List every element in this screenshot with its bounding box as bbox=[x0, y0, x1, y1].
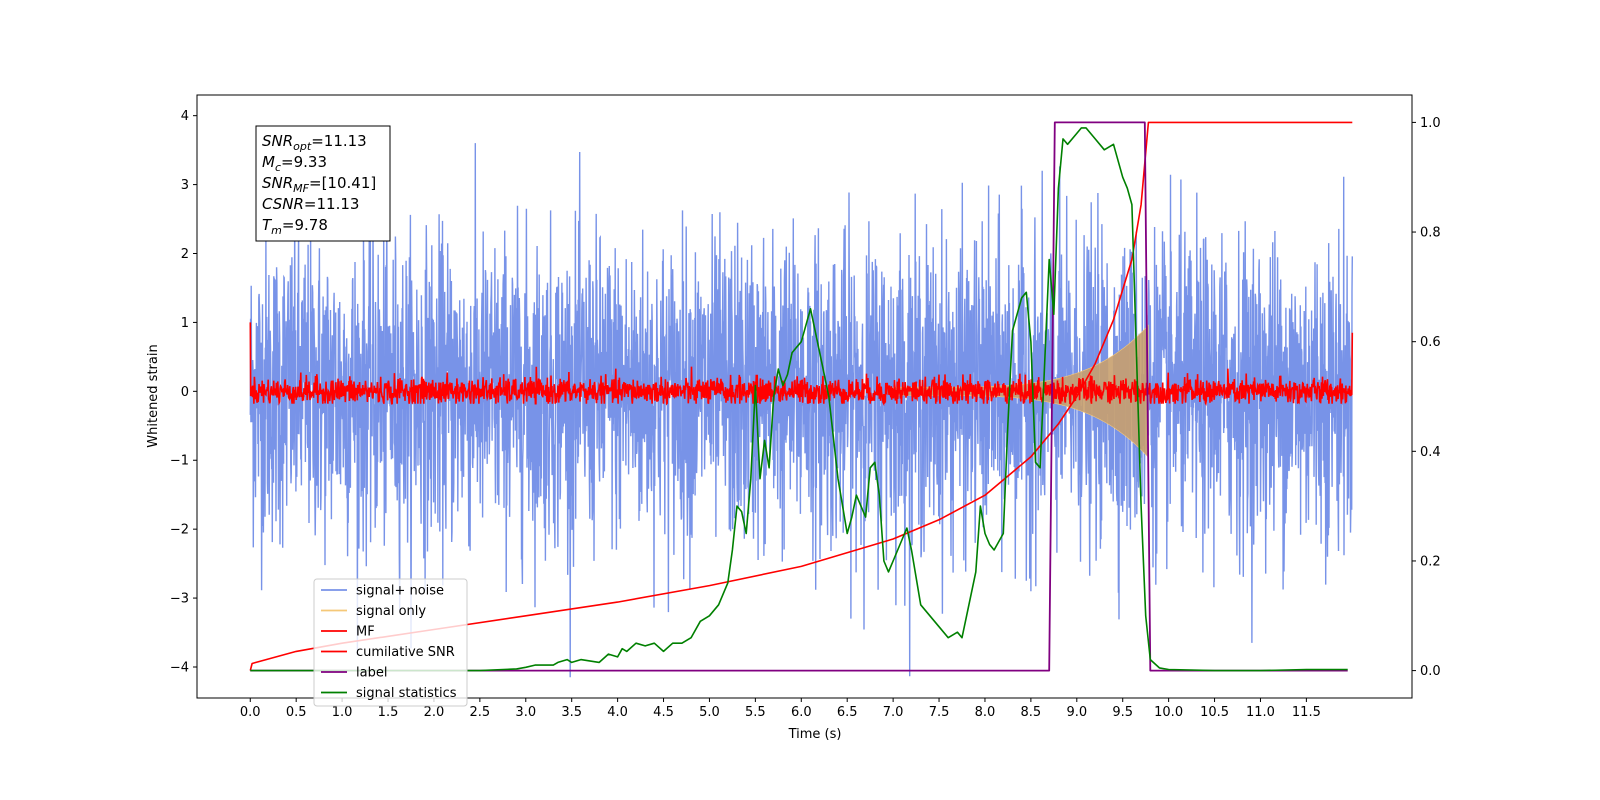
y-left-tick-label: −2 bbox=[170, 523, 189, 538]
y-right-tick-label: 0.8 bbox=[1420, 226, 1441, 241]
y-right-tick-label: 0.2 bbox=[1420, 554, 1441, 569]
signal-statistics-series bbox=[250, 127, 1348, 672]
info-csnr: CSNR=11.13 bbox=[262, 195, 359, 213]
x-tick-label: 9.5 bbox=[1112, 705, 1133, 720]
info-box-frame bbox=[255, 125, 391, 242]
plot-frame bbox=[196, 94, 1413, 699]
legend-label: cumilative SNR bbox=[356, 645, 455, 660]
legend-label: label bbox=[356, 666, 387, 681]
x-tick-label: 7.5 bbox=[929, 705, 950, 720]
x-axis-label: Time (s) bbox=[788, 727, 842, 742]
y-axis-label: Whitened strain bbox=[146, 344, 161, 447]
x-tick-label: 2.0 bbox=[424, 705, 445, 720]
legend-label: MF bbox=[356, 625, 375, 640]
y-right-tick-label: 1.0 bbox=[1420, 116, 1441, 131]
y-left-tick-label: −4 bbox=[170, 660, 189, 675]
info-tm: Tm=9.78 bbox=[262, 216, 328, 237]
y-right-axis-ticks: 1.0 0.8 0.6 0.4 0.2 0.0 bbox=[1412, 116, 1441, 679]
y-right-tick-label: 0.4 bbox=[1420, 445, 1441, 460]
x-tick-label: 2.5 bbox=[470, 705, 491, 720]
y-left-tick-label: 3 bbox=[181, 178, 189, 193]
x-tick-label: 8.5 bbox=[1021, 705, 1042, 720]
x-tick-label: 6.5 bbox=[837, 705, 858, 720]
y-left-tick-label: 2 bbox=[181, 247, 189, 262]
info-snr-opt: SNRopt=11.13 bbox=[262, 132, 367, 153]
legend-label: signal statistics bbox=[356, 686, 457, 701]
x-tick-label: 11.0 bbox=[1246, 705, 1275, 720]
x-axis-ticks: 0.0 0.5 1.0 1.5 2.0 2.5 3.0 3.5 4.0 4.5 5.0 5.5 6.0 6… bbox=[240, 698, 1321, 720]
legend-label: signal+ noise bbox=[356, 584, 444, 599]
x-tick-label: 10.5 bbox=[1200, 705, 1229, 720]
x-tick-label: 4.0 bbox=[607, 705, 628, 720]
y-left-tick-label: 1 bbox=[181, 316, 189, 331]
x-tick-label: 8.0 bbox=[975, 705, 996, 720]
x-tick-label: 3.5 bbox=[561, 705, 582, 720]
y-left-tick-label: 4 bbox=[181, 109, 189, 124]
x-tick-label: 10.0 bbox=[1154, 705, 1183, 720]
info-box: SNRopt=11.13Mc=9.33SNRMF=[10.41]CSNR=11.… bbox=[255, 125, 391, 242]
x-tick-label: 0.5 bbox=[286, 705, 307, 720]
mf-series bbox=[249, 322, 1354, 407]
legend-label: signal only bbox=[356, 604, 426, 619]
x-tick-label: 0.0 bbox=[240, 705, 261, 720]
signal-noise-line bbox=[249, 143, 1353, 678]
x-tick-label: 5.0 bbox=[699, 705, 720, 720]
y-left-tick-label: −1 bbox=[170, 454, 189, 469]
y-right-tick-label: 0.0 bbox=[1420, 664, 1441, 679]
y-right-tick-label: 0.6 bbox=[1420, 335, 1441, 350]
y-left-tick-label: −3 bbox=[170, 592, 189, 607]
info-snr-mf: SNRMF=[10.41] bbox=[262, 174, 376, 195]
x-tick-label: 11.5 bbox=[1292, 705, 1321, 720]
x-tick-label: 6.0 bbox=[791, 705, 812, 720]
x-tick-label: 5.5 bbox=[745, 705, 766, 720]
legend: signal+ noise signal only MF cumilative SNR… bbox=[313, 578, 468, 707]
x-tick-label: 7.0 bbox=[883, 705, 904, 720]
x-tick-label: 3.0 bbox=[515, 705, 536, 720]
mf-line bbox=[249, 322, 1354, 407]
x-tick-label: 1.5 bbox=[378, 705, 399, 720]
legend-frame bbox=[313, 578, 468, 707]
x-tick-label: 1.0 bbox=[332, 705, 353, 720]
signal-statistics-line bbox=[250, 127, 1348, 672]
x-tick-label: 4.5 bbox=[653, 705, 674, 720]
y-left-axis-ticks: 4 3 2 1 0 −1 −2 −3 −4 bbox=[170, 109, 197, 675]
x-tick-label: 9.0 bbox=[1066, 705, 1087, 720]
y-left-tick-label: 0 bbox=[181, 385, 189, 400]
signal-noise-series bbox=[249, 143, 1353, 678]
info-mc: Mc=9.33 bbox=[262, 153, 327, 174]
